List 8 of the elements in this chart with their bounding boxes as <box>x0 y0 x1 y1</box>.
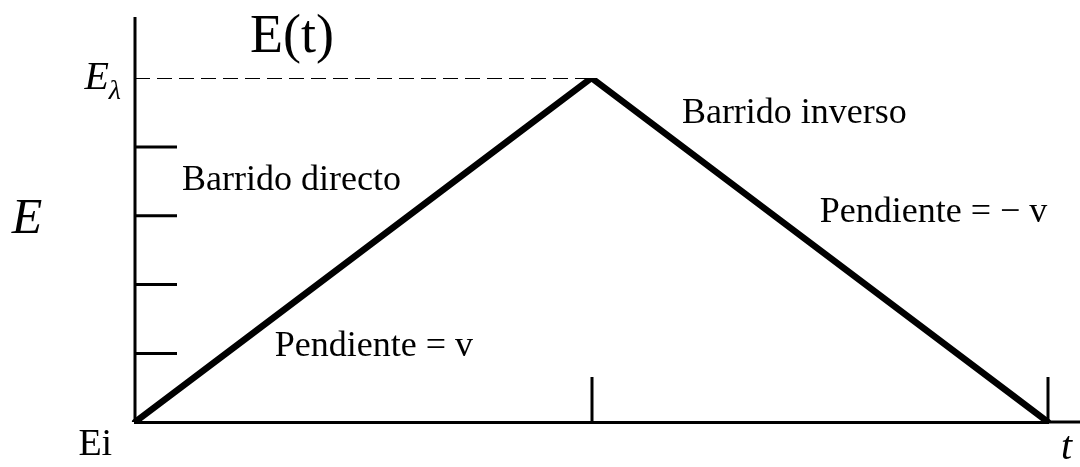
annotation: Pendiente = v <box>274 324 473 365</box>
x-axis-title: t <box>1060 422 1073 467</box>
chart-title: E(t) <box>250 4 334 65</box>
annotation: Barrido directo <box>182 157 401 198</box>
text: Ei <box>78 421 113 464</box>
y-axis-title: E <box>10 187 43 244</box>
annotation: Pendiente = − v <box>819 189 1048 230</box>
annotation: Barrido inverso <box>681 90 907 131</box>
